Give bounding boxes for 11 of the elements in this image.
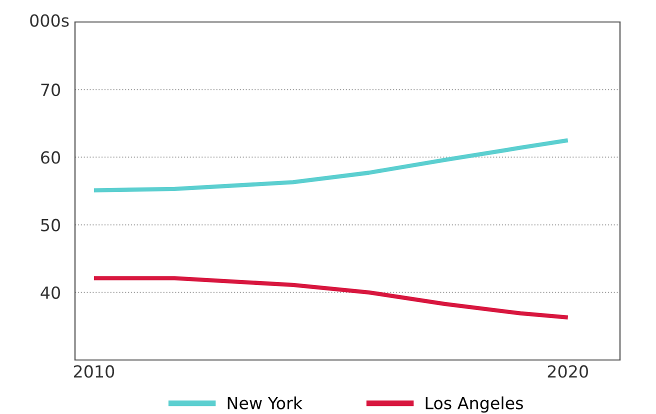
- x-tick-label: 2010: [74, 365, 114, 378]
- y-axis-title: 000s: [30, 14, 69, 27]
- y-tick-label: 60: [41, 151, 60, 164]
- y-tick-label: 50: [41, 218, 60, 232]
- y-tick-label: 40: [40, 286, 60, 299]
- x-tick-label: 2020: [548, 365, 588, 378]
- legend-label: New York: [228, 396, 303, 410]
- y-tick-label: 70: [41, 84, 60, 96]
- line-series: [92, 138, 570, 192]
- line-series: [92, 276, 570, 320]
- legend-label: Los Angeles: [426, 396, 523, 413]
